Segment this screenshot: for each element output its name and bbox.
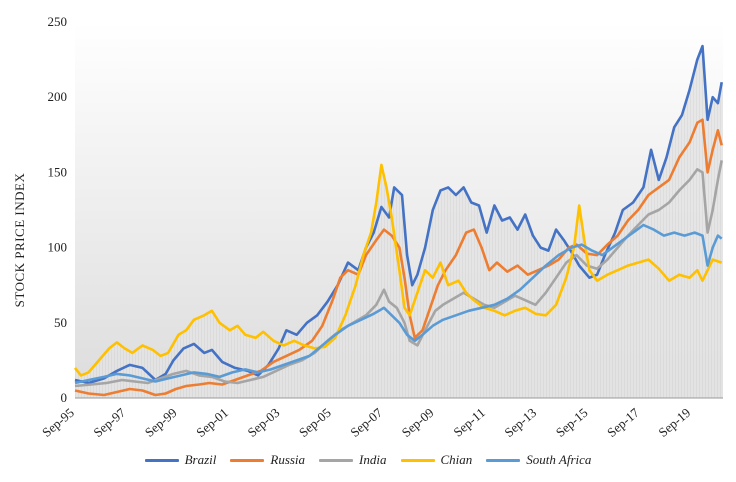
y-tick-label: 250: [48, 14, 68, 29]
series-line-south-africa: [74, 223, 723, 385]
series-line-russia: [74, 118, 723, 397]
legend: Brazil Russia India Chian South Africa: [0, 452, 736, 468]
x-tick-label: Sep-05: [296, 405, 334, 440]
series-lines: [73, 44, 723, 397]
y-axis-label: STOCK PRICE INDEX: [12, 173, 27, 308]
x-tick-label: Sep-15: [553, 405, 591, 440]
legend-swatch: [144, 458, 179, 462]
legend-item: South Africa: [486, 452, 591, 468]
legend-item: India: [319, 452, 387, 468]
legend-label: Russia: [270, 452, 306, 467]
x-tick-label: Sep-95: [39, 405, 77, 440]
legend-label: India: [359, 452, 387, 467]
y-tick-label: 50: [54, 315, 67, 330]
legend-swatch: [400, 458, 435, 462]
series-line-chian: [73, 163, 723, 377]
x-tick-label: Sep-97: [90, 404, 128, 439]
legend-label: South Africa: [526, 452, 592, 467]
series-line-brazil: [74, 44, 723, 385]
x-tick-label: Sep-11: [450, 405, 487, 440]
x-tick-label: Sep-13: [501, 405, 539, 440]
x-tick-label: Sep-03: [245, 405, 283, 440]
x-tick-label: Sep-01: [193, 405, 231, 440]
x-tick-label: Sep-09: [399, 405, 437, 440]
y-tick-label: 100: [48, 240, 68, 255]
series-line-india: [74, 160, 723, 388]
legend-label: Chian: [440, 452, 473, 467]
y-tick-label: 200: [48, 89, 68, 104]
x-tick-label: Sep-99: [142, 405, 180, 440]
x-tick-label: Sep-17: [604, 404, 642, 439]
envelope-fill: [75, 51, 723, 398]
x-tick-label: Sep-19: [655, 405, 693, 440]
legend-swatch: [486, 458, 521, 462]
y-axis: 0 50 100 150 200 250: [48, 14, 68, 405]
legend-swatch: [230, 458, 265, 462]
legend-item: Russia: [230, 452, 305, 468]
legend-label: Brazil: [184, 452, 217, 467]
legend-item: Brazil: [144, 452, 217, 468]
x-tick-label: Sep-07: [347, 404, 385, 439]
x-axis: Sep-95 Sep-97 Sep-99 Sep-01 Sep-03 Sep-05 Sep-…: [39, 404, 693, 439]
y-tick-label: 0: [61, 390, 68, 405]
legend-swatch: [319, 458, 354, 462]
legend-item: Chian: [400, 452, 473, 468]
y-tick-label: 150: [48, 164, 68, 179]
